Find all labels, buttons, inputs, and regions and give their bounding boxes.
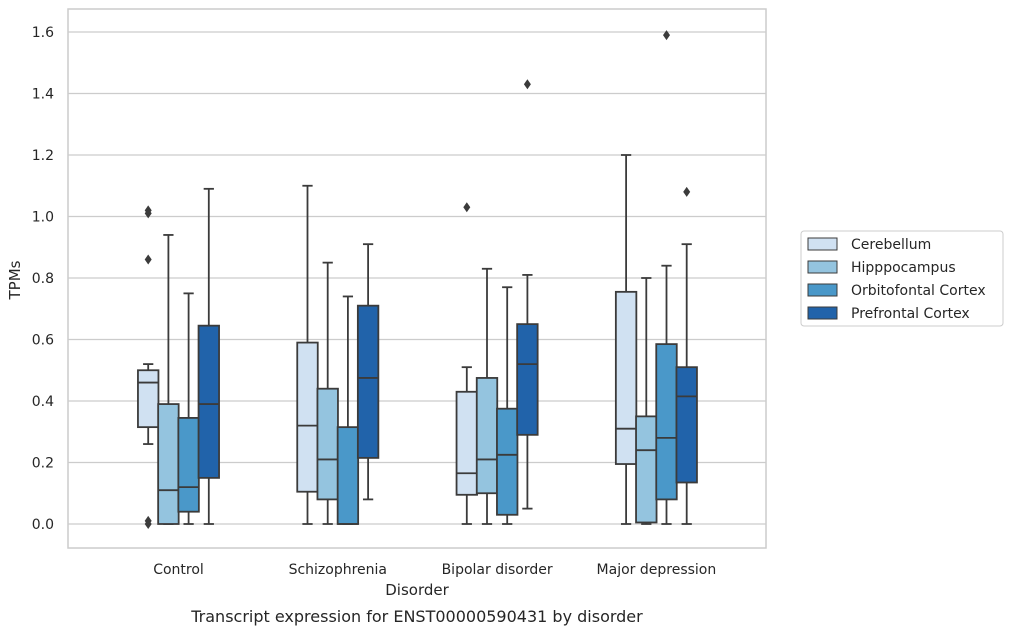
legend-label: Orbitofontal Cortex: [851, 283, 986, 299]
legend-swatch: [807, 306, 838, 320]
box-body: [296, 341, 319, 493]
outlier-point: [144, 254, 152, 265]
box-body: [496, 407, 519, 516]
legend-label: Prefrontal Cortex: [851, 306, 970, 322]
legend-swatch: [807, 260, 838, 274]
box: [516, 79, 539, 510]
outlier-point: [523, 79, 531, 90]
box-body: [455, 390, 478, 496]
box: [296, 184, 319, 525]
outlier-point: [683, 186, 691, 197]
outlier-point: [144, 519, 152, 529]
series-prefrontal-cortex: [197, 79, 698, 525]
x-axis-title: Disorder: [385, 581, 449, 599]
box-body: [157, 403, 180, 525]
box-body: [137, 369, 160, 429]
x-tick-label: Schizophrenia: [289, 562, 387, 578]
box-body: [316, 387, 339, 501]
box: [137, 205, 160, 529]
box-body: [336, 426, 360, 525]
legend-frame: [800, 230, 1004, 327]
outlier-point: [463, 202, 471, 213]
box: [455, 202, 478, 525]
chart-caption: Transcript expression for ENST0000059043…: [190, 607, 643, 626]
y-axis-title: TPMs: [6, 260, 24, 300]
box-body: [635, 415, 658, 524]
box: [635, 277, 658, 525]
y-tick-label: 1.4: [32, 87, 54, 103]
y-tick-label: 1.6: [32, 25, 54, 41]
box: [336, 295, 360, 525]
x-tick-label: Control: [153, 562, 204, 578]
x-tick-label: Bipolar disorder: [442, 562, 553, 578]
box: [675, 186, 698, 525]
legend-label: Cerebellum: [851, 237, 931, 253]
box: [475, 267, 499, 525]
box: [356, 243, 380, 501]
box: [496, 286, 519, 525]
box-body: [655, 343, 678, 501]
box: [655, 30, 678, 525]
y-tick-label: 0.2: [32, 456, 54, 472]
box-body: [675, 366, 698, 484]
box-body: [516, 323, 539, 436]
y-tick-label: 0.0: [32, 517, 54, 533]
legend-label: Hipppocampus: [851, 260, 956, 276]
outlier-point: [663, 30, 670, 41]
box: [197, 187, 220, 525]
y-tick-label: 1.2: [32, 148, 54, 164]
box: [614, 154, 638, 525]
y-axis-ticks: 0.0 0.2 0.4 0.6 0.8 1.0 1.2 1.4 1.6: [32, 25, 54, 533]
y-tick-label: 0.6: [32, 333, 54, 349]
box-body: [475, 377, 499, 495]
legend: Cerebellum Hipppocampus Orbitofontal Corte…: [800, 230, 1004, 327]
box: [316, 261, 339, 525]
x-tick-label: Major depression: [597, 562, 717, 578]
plot-frame: [67, 8, 767, 549]
y-tick-label: 0.8: [32, 271, 54, 287]
box-body: [614, 290, 638, 465]
box-series: [137, 30, 698, 529]
box: [177, 292, 200, 525]
outlier-point: [144, 208, 152, 219]
y-tick-label: 1.0: [32, 210, 54, 226]
legend-swatch: [807, 237, 838, 251]
legend-swatch: [807, 283, 838, 297]
series-orbitofontal-cortex: [177, 30, 678, 525]
series-hipppocampus: [157, 234, 658, 525]
box-body: [177, 417, 200, 513]
box-body: [197, 324, 220, 479]
y-tick-label: 0.4: [32, 394, 54, 410]
box-body: [356, 304, 380, 459]
x-axis-ticks: Control Schizophrenia Bipolar disorder Majo…: [153, 562, 716, 578]
